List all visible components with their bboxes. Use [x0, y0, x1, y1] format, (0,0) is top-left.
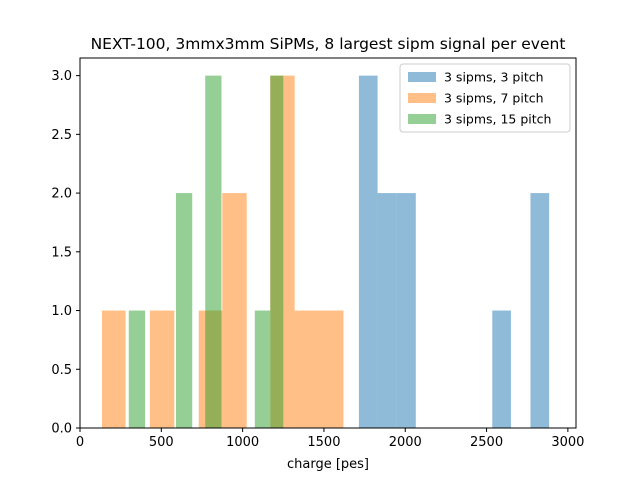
- y-tick-label: 0.5: [51, 363, 72, 378]
- x-tick-label: 1000: [226, 435, 259, 450]
- histogram-bar: [358, 75, 378, 428]
- histogram-bar: [101, 310, 126, 428]
- legend: 3 sipms, 3 pitch 3 sipms, 7 pitch 3 sipms,…: [399, 63, 571, 133]
- x-axis: 0 500 1000 1500 2000 2500 3000: [76, 428, 584, 450]
- legend-label: 3 sipms, 7 pitch: [444, 91, 544, 106]
- x-axis-label: charge [pes]: [287, 457, 369, 472]
- histogram-bar: [149, 310, 175, 428]
- y-tick-label: 0.0: [51, 422, 72, 437]
- x-tick-label: 1500: [307, 435, 340, 450]
- histogram-bar: [319, 310, 344, 428]
- legend-box: [399, 63, 571, 133]
- legend-label: 3 sipms, 15 pitch: [444, 112, 551, 127]
- x-tick-label: 2500: [470, 435, 503, 450]
- histogram-bar: [128, 310, 146, 428]
- histogram-bar: [254, 310, 271, 428]
- histogram-bar: [270, 75, 284, 428]
- y-tick-label: 1.0: [51, 304, 72, 319]
- x-tick-label: 2000: [389, 435, 422, 450]
- histogram-bar: [175, 193, 193, 428]
- x-tick-label: 0: [76, 435, 84, 450]
- legend-label: 3 sipms, 3 pitch: [444, 70, 544, 85]
- y-tick-label: 2.5: [51, 128, 72, 143]
- y-axis: 0.0 0.5 1.0 1.5 2.0 2.5 3.0: [51, 69, 80, 437]
- legend-swatch: [408, 93, 436, 103]
- histogram-bar: [492, 310, 511, 428]
- y-tick-label: 1.5: [51, 245, 72, 260]
- histogram-bar: [396, 193, 416, 428]
- histogram-bars: [101, 75, 550, 428]
- plot-frame: [79, 57, 577, 429]
- histogram-bar: [294, 310, 320, 428]
- histogram-bar: [205, 75, 222, 428]
- histogram-bar: [530, 193, 550, 428]
- x-tick-label: 500: [149, 435, 174, 450]
- legend-swatch: [408, 114, 436, 124]
- y-tick-label: 2.0: [51, 187, 72, 202]
- y-tick-label: 3.0: [51, 69, 72, 84]
- legend-swatch: [408, 72, 436, 82]
- chart-title: NEXT-100, 3mmx3mm SiPMs, 8 largest sipm …: [91, 35, 566, 53]
- x-tick-label: 3000: [551, 435, 584, 450]
- histogram-bar: [222, 193, 247, 428]
- histogram-bar: [377, 193, 397, 428]
